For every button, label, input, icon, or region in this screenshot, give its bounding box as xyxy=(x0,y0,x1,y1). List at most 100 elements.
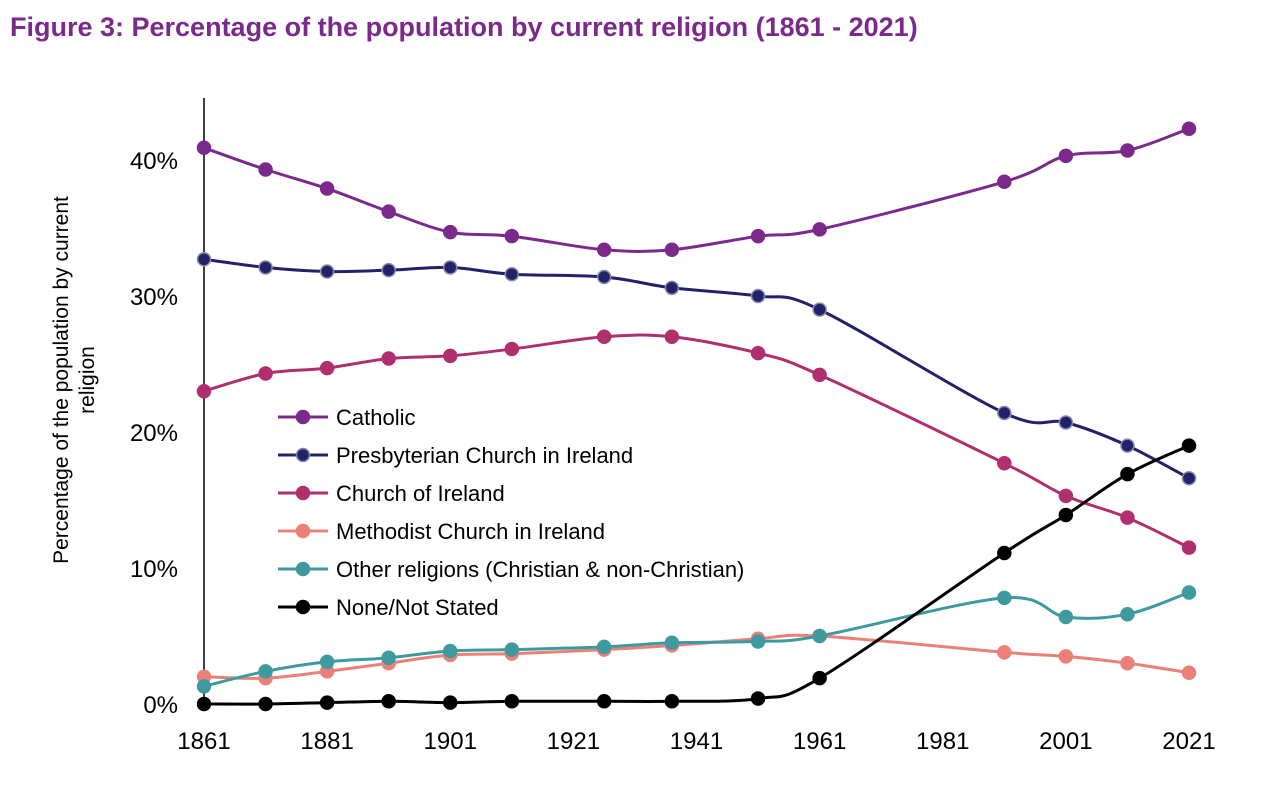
x-tick-label: 1921 xyxy=(547,728,600,755)
legend-item: Methodist Church in Ireland xyxy=(278,519,605,544)
data-point xyxy=(319,181,335,196)
x-tick-label: 2021 xyxy=(1162,728,1215,755)
x-tick-label: 2001 xyxy=(1039,728,1092,755)
y-tick-label: 20% xyxy=(130,420,178,447)
data-point xyxy=(596,242,612,258)
data-point xyxy=(504,642,520,657)
data-point xyxy=(812,222,827,237)
x-tick-label: 1881 xyxy=(300,728,353,755)
data-point xyxy=(381,694,396,709)
series-line xyxy=(203,633,1190,680)
data-point xyxy=(1120,466,1135,482)
data-point xyxy=(812,367,827,383)
data-point xyxy=(196,696,212,712)
data-point xyxy=(443,643,458,659)
data-point xyxy=(812,670,827,686)
data-point xyxy=(1181,121,1197,136)
series-layer xyxy=(196,121,1197,712)
data-point xyxy=(664,694,680,709)
data-point xyxy=(596,269,612,285)
data-point xyxy=(443,695,458,710)
x-tick-label: 1981 xyxy=(916,728,969,755)
data-point xyxy=(1058,609,1074,625)
series-line xyxy=(203,127,1190,253)
data-point xyxy=(750,228,766,244)
legend-label: Church of Ireland xyxy=(336,481,505,506)
data-point xyxy=(196,383,212,399)
series-0 xyxy=(196,121,1197,258)
legend-label: None/Not Stated xyxy=(336,595,499,620)
series-2 xyxy=(196,329,1197,555)
data-point xyxy=(664,329,680,345)
y-axis-title-line2: religion xyxy=(76,346,99,414)
data-point xyxy=(258,260,273,275)
legend-marker xyxy=(295,599,311,615)
legend-label: Presbyterian Church in Ireland xyxy=(336,443,633,468)
data-point xyxy=(443,348,458,364)
data-point xyxy=(1181,438,1197,453)
data-point xyxy=(1181,585,1197,600)
data-point xyxy=(319,264,335,279)
data-point xyxy=(504,341,520,357)
legend-label: Other religions (Christian & non-Christi… xyxy=(336,557,744,582)
data-point xyxy=(1120,606,1135,622)
data-point xyxy=(750,634,766,649)
series-5 xyxy=(196,438,1197,712)
data-point xyxy=(381,262,396,278)
axes: 0% 10% 20% 30% 40% 1861 1881 1901 1921 1941 1961 19… xyxy=(50,98,1216,755)
series-1 xyxy=(196,252,1197,486)
data-point xyxy=(997,645,1012,660)
data-point xyxy=(504,266,520,282)
data-point xyxy=(381,351,396,366)
data-point xyxy=(319,695,335,710)
data-point xyxy=(1058,649,1074,664)
y-tick-label: 30% xyxy=(130,284,178,311)
legend-marker xyxy=(295,447,311,463)
data-point xyxy=(750,691,766,706)
y-tick-label: 0% xyxy=(143,692,178,719)
legend-item: Catholic xyxy=(278,405,415,430)
data-point xyxy=(1120,143,1135,158)
x-tick-label: 1961 xyxy=(793,728,846,755)
data-point xyxy=(812,628,827,644)
legend-marker xyxy=(295,409,311,425)
legend-marker xyxy=(295,561,311,577)
legend-marker xyxy=(295,485,311,501)
data-point xyxy=(750,345,766,361)
data-point xyxy=(596,694,612,709)
data-point xyxy=(381,650,396,666)
data-point xyxy=(750,288,766,304)
y-tick-label: 40% xyxy=(130,148,178,175)
data-point xyxy=(196,679,212,694)
data-point xyxy=(443,224,458,240)
data-point xyxy=(997,590,1012,606)
y-tick-label: 10% xyxy=(130,556,178,583)
y-axis-title: Percentage of the population by current r… xyxy=(50,196,99,564)
x-tick-label: 1901 xyxy=(424,728,477,755)
legend-label: Catholic xyxy=(336,405,415,430)
series-4 xyxy=(196,585,1197,694)
data-point xyxy=(997,545,1012,561)
data-point xyxy=(258,664,273,679)
data-point xyxy=(1058,507,1074,523)
data-point xyxy=(664,280,680,296)
data-point xyxy=(1058,415,1074,430)
data-point xyxy=(319,360,335,376)
data-point xyxy=(664,242,680,258)
legend-item: Other religions (Christian & non-Christi… xyxy=(278,557,744,582)
data-point xyxy=(258,366,273,381)
data-point xyxy=(443,260,458,275)
data-point xyxy=(1058,488,1074,504)
data-point xyxy=(596,329,612,345)
y-axis-title-line1: Percentage of the population by current xyxy=(50,196,73,564)
data-point xyxy=(1058,148,1074,164)
data-point xyxy=(504,694,520,709)
figure-title: Figure 3: Percentage of the population b… xyxy=(10,12,918,42)
series-3 xyxy=(196,628,1197,686)
data-point xyxy=(1120,655,1135,671)
x-tick-label: 1861 xyxy=(177,728,230,755)
data-point xyxy=(258,696,273,712)
data-point xyxy=(1181,470,1197,486)
data-point xyxy=(596,639,612,655)
